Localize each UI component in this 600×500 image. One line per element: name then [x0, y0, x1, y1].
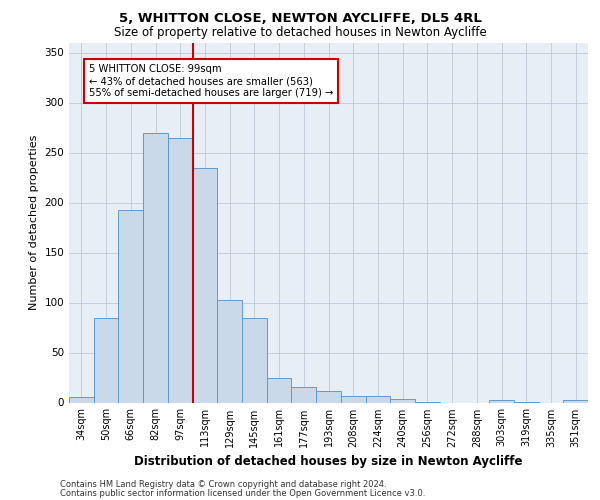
Bar — [390, 398, 415, 402]
Bar — [365, 396, 390, 402]
Bar — [341, 396, 365, 402]
Text: Contains public sector information licensed under the Open Government Licence v3: Contains public sector information licen… — [60, 488, 425, 498]
Bar — [242, 318, 267, 402]
Bar — [143, 132, 168, 402]
Bar — [292, 386, 316, 402]
Bar — [94, 318, 118, 402]
Text: Size of property relative to detached houses in Newton Aycliffe: Size of property relative to detached ho… — [113, 26, 487, 39]
Bar — [217, 300, 242, 403]
Y-axis label: Number of detached properties: Number of detached properties — [29, 135, 39, 310]
Text: 5, WHITTON CLOSE, NEWTON AYCLIFFE, DL5 4RL: 5, WHITTON CLOSE, NEWTON AYCLIFFE, DL5 4… — [119, 12, 481, 26]
Bar — [316, 390, 341, 402]
Bar — [489, 400, 514, 402]
Bar — [69, 396, 94, 402]
Bar — [267, 378, 292, 402]
Text: 5 WHITTON CLOSE: 99sqm
← 43% of detached houses are smaller (563)
55% of semi-de: 5 WHITTON CLOSE: 99sqm ← 43% of detached… — [89, 64, 333, 98]
Text: Contains HM Land Registry data © Crown copyright and database right 2024.: Contains HM Land Registry data © Crown c… — [60, 480, 386, 489]
Bar — [118, 210, 143, 402]
X-axis label: Distribution of detached houses by size in Newton Aycliffe: Distribution of detached houses by size … — [134, 455, 523, 468]
Bar — [563, 400, 588, 402]
Bar — [193, 168, 217, 402]
Bar — [168, 138, 193, 402]
